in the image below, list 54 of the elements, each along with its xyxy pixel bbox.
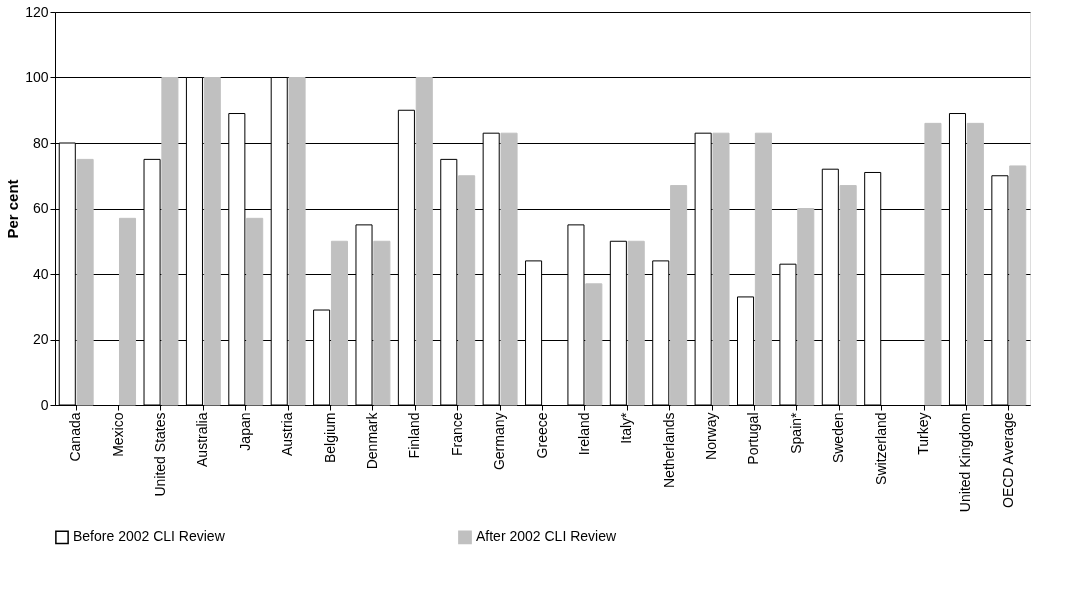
y-tick-label: 120 <box>25 3 49 20</box>
x-tick-label: Sweden <box>830 412 847 464</box>
bar <box>246 217 264 406</box>
y-tick-label: 0 <box>40 396 49 413</box>
y-tick-label: 20 <box>32 331 49 347</box>
bar <box>500 132 518 406</box>
x-tick-label: Netherlands <box>660 412 677 488</box>
x-tick-label: Finland <box>406 412 423 459</box>
bar <box>415 77 433 406</box>
x-tick-label: Denmark <box>363 411 380 470</box>
x-tick-label: Ireland <box>575 412 592 456</box>
x-tick-label: Belgium <box>321 412 338 464</box>
x-tick-label: Italy* <box>618 411 635 444</box>
y-tick-label: 80 <box>32 134 49 151</box>
x-tick-label: Portugal <box>745 412 762 465</box>
x-tick-label: Austria <box>279 412 296 457</box>
y-tick-label: 100 <box>25 69 49 85</box>
y-tick-label: 60 <box>32 200 49 216</box>
bar <box>627 240 645 406</box>
bar <box>203 77 221 406</box>
y-axis-title: Per cent <box>4 179 22 239</box>
bar <box>330 240 348 406</box>
bar <box>839 185 857 406</box>
x-tick-label: Germany <box>491 412 508 471</box>
bar <box>924 122 942 406</box>
bar <box>797 208 815 406</box>
x-tick-label: Norway <box>703 412 720 460</box>
x-tick-label: Greece <box>533 412 550 459</box>
bar <box>458 175 476 406</box>
bar <box>670 185 688 406</box>
bar <box>712 132 730 406</box>
bar <box>754 132 772 406</box>
bar <box>966 122 984 406</box>
x-tick-label: Canada <box>67 412 84 462</box>
bar <box>288 77 306 406</box>
x-tick-label: Spain* <box>787 411 804 454</box>
y-tick-label: 40 <box>32 265 49 282</box>
x-tick-label: Switzerland <box>872 412 889 485</box>
legend-label: After 2002 CLI Review <box>476 528 617 545</box>
bar <box>76 158 94 406</box>
bar <box>161 77 179 406</box>
legend-label: Before 2002 CLI Review <box>73 528 226 545</box>
x-tick-label: France <box>448 412 465 457</box>
bar <box>1009 165 1027 406</box>
x-tick-label: OECD Average <box>999 412 1016 508</box>
x-tick-label: Turkey <box>915 412 932 455</box>
bar <box>373 240 391 406</box>
bar <box>585 283 603 406</box>
x-tick-label: Mexico <box>109 412 126 457</box>
x-tick-label: United Kingdom <box>957 412 974 513</box>
x-tick-label: Japan <box>236 412 253 451</box>
x-tick-label: Australia <box>194 412 211 467</box>
x-tick-label: United States <box>151 412 168 497</box>
bar <box>118 217 137 406</box>
